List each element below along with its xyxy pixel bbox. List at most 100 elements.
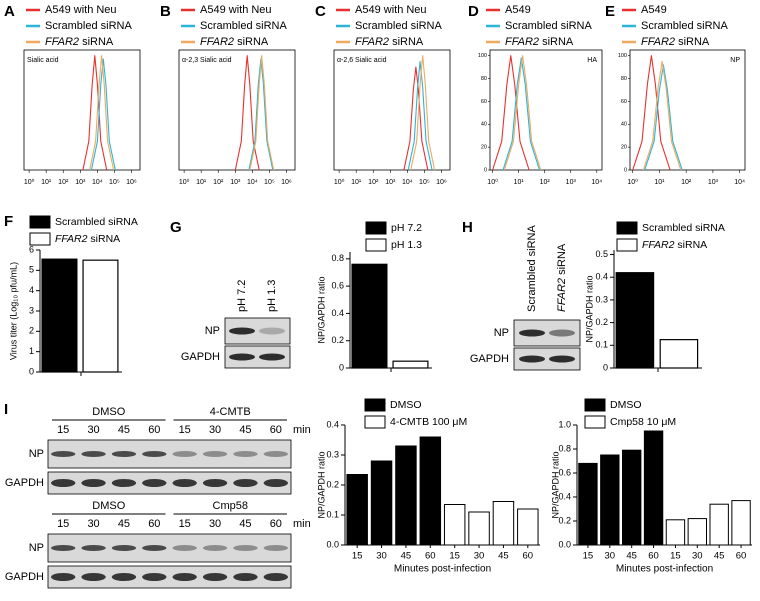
- time-unit: min: [293, 424, 311, 436]
- x-tick-label: 10¹: [196, 179, 207, 186]
- legend-swatch: [584, 398, 606, 412]
- x-tick-label: 15: [449, 551, 460, 562]
- histogram-line: [249, 55, 275, 171]
- blot-band: [111, 545, 137, 551]
- y-tick-label: 5: [29, 265, 34, 275]
- x-tick-label: 10³: [230, 179, 241, 186]
- y-axis-label: NP/GAPDH ratio: [550, 451, 560, 518]
- time-label: 30: [209, 518, 221, 530]
- y-tick-label: 0.5: [595, 249, 608, 259]
- y-tick-label: 0.2: [331, 335, 344, 345]
- blot-band: [233, 479, 258, 487]
- legend-swatch: [616, 221, 638, 235]
- x-tick-label: 60: [648, 551, 659, 562]
- blot-band: [111, 479, 137, 487]
- y-tick-label: 0.8: [558, 443, 571, 453]
- y-tick-label: 60: [481, 99, 487, 105]
- legend-swatch: [364, 398, 386, 412]
- x-tick-label: 10³: [385, 179, 396, 186]
- lane-label: Scrambled siRNA: [526, 225, 538, 312]
- bar: [643, 430, 664, 546]
- blot-band: [202, 545, 228, 551]
- x-tick-label: 30: [376, 551, 387, 562]
- y-tick-label: 0.3: [595, 294, 608, 304]
- x-tick-label: 15: [670, 551, 681, 562]
- blot-band: [549, 355, 575, 363]
- x-tick-label: 10⁶: [126, 179, 137, 186]
- x-tick-label: 10²: [681, 179, 692, 186]
- y-tick-label: 0.4: [558, 491, 571, 501]
- x-tick-label: 30: [605, 551, 616, 562]
- blot-strip: [47, 471, 292, 495]
- y-tick-label: 0.6: [331, 280, 344, 290]
- y-tick-label: 0: [29, 366, 34, 376]
- y-tick-label: 80: [481, 76, 487, 82]
- blot-band: [202, 479, 228, 487]
- y-tick-label: 0.2: [558, 515, 571, 525]
- bar: [346, 474, 368, 546]
- row-label: NP: [494, 327, 509, 339]
- lane-label: pH 7.2: [236, 280, 248, 312]
- plot-frame: [23, 49, 141, 171]
- y-tick-label: 4: [29, 285, 34, 295]
- blot-band: [202, 573, 228, 581]
- blot-band: [51, 451, 76, 457]
- time-label: 60: [148, 518, 160, 530]
- row-label: GAPDH: [181, 351, 220, 363]
- x-tick-label: 10¹: [654, 179, 665, 186]
- bar: [392, 360, 429, 369]
- time-label: 30: [209, 424, 221, 436]
- legend-label: FFAR2 siRNA: [505, 36, 574, 48]
- y-tick-label: 6: [29, 244, 34, 254]
- x-tick-label: 10¹: [514, 179, 525, 186]
- y-tick-label: 20: [481, 145, 487, 151]
- histogram-line: [90, 58, 116, 171]
- x-tick-label: 45: [498, 551, 509, 562]
- bar: [665, 519, 686, 546]
- bar: [622, 449, 642, 546]
- x-tick-label: 10⁵: [109, 179, 120, 186]
- legend-label: Scrambled siRNA: [642, 222, 725, 234]
- legend-label: DMSO: [390, 399, 422, 411]
- histogram-line: [502, 57, 541, 171]
- x-tick-label: 10⁴: [92, 179, 103, 186]
- y-tick-label: 0: [484, 167, 487, 173]
- x-axis-label: Minutes post-infection: [394, 564, 491, 575]
- y-tick-label: 0.2: [326, 479, 339, 489]
- x-tick-label: 10⁴: [247, 179, 258, 186]
- x-tick-label: 10²: [368, 179, 379, 186]
- group-label: 4-CMTB: [210, 406, 251, 418]
- blot-band: [549, 329, 575, 337]
- x-tick-label: 60: [523, 551, 534, 562]
- row-label: NP: [205, 325, 220, 337]
- y-tick-label: 1: [29, 346, 34, 356]
- panel-letter: D: [468, 3, 479, 20]
- blot-band: [81, 451, 106, 457]
- y-tick-label: 100: [618, 53, 627, 59]
- y-tick-label: 0.4: [595, 272, 608, 282]
- histogram-line: [248, 58, 274, 171]
- x-tick-label: 10²: [540, 179, 551, 186]
- x-tick-label: 10²: [58, 179, 69, 186]
- panel-letter: E: [605, 3, 615, 20]
- y-tick-label: 40: [481, 122, 487, 128]
- y-tick-label: 0.2: [595, 317, 608, 327]
- y-tick-label: 20: [621, 145, 627, 151]
- blot-band: [142, 451, 167, 457]
- legend-label: FFAR2 siRNA: [45, 36, 114, 48]
- plot-frame: [178, 49, 296, 171]
- annotation: HA: [587, 57, 597, 64]
- annotation: α-2,3 Sialic acid: [182, 57, 232, 64]
- legend-label: Scrambled siRNA: [641, 20, 728, 32]
- bar: [443, 504, 466, 546]
- legend-label: FFAR2 siRNA: [200, 36, 269, 48]
- blot-band: [519, 355, 545, 363]
- histogram-line: [644, 64, 683, 171]
- blot-band: [51, 479, 76, 487]
- x-tick-label: 10⁰: [487, 178, 498, 186]
- plot-frame: [333, 49, 451, 171]
- blot-band: [233, 573, 258, 581]
- x-tick-label: 10⁶: [281, 179, 292, 186]
- blot-band: [229, 327, 255, 335]
- legend-swatch: [616, 238, 638, 252]
